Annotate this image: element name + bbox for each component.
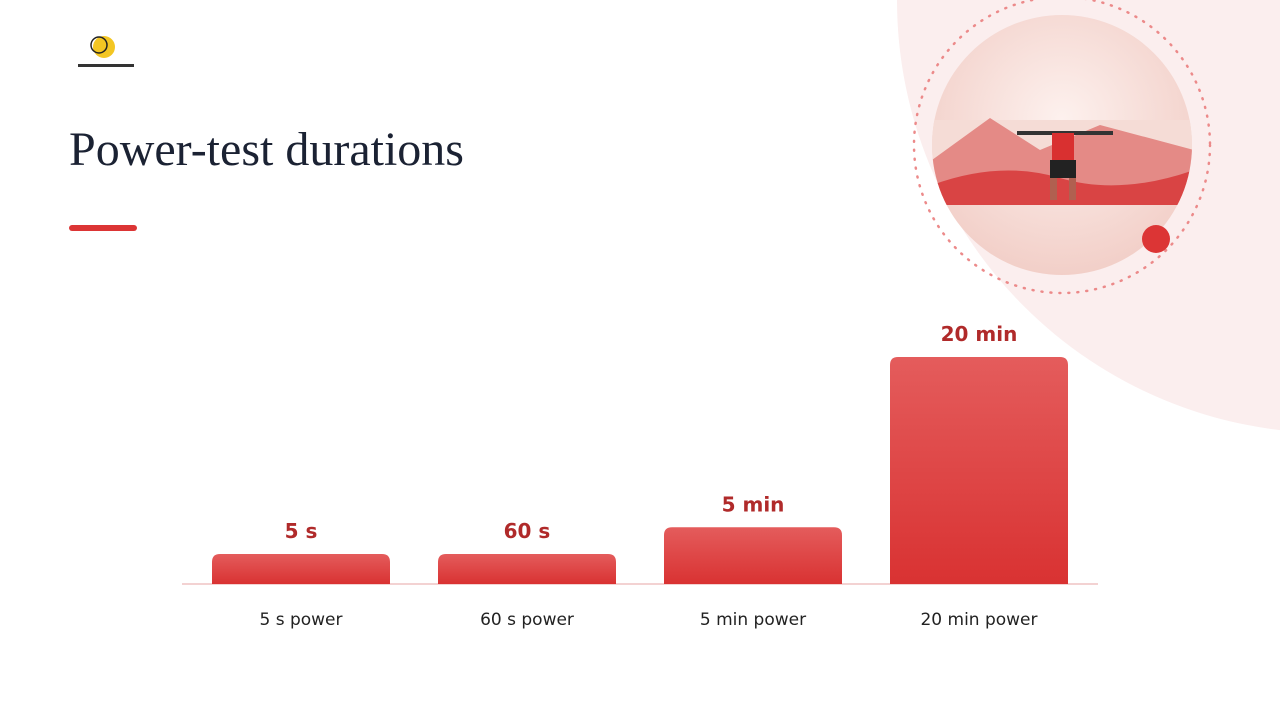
decor-dot <box>1142 225 1170 253</box>
category-label: 5 s power <box>259 610 342 630</box>
bar <box>890 357 1068 584</box>
value-label: 20 min <box>941 322 1018 346</box>
photo-scene <box>932 118 1192 205</box>
category-label: 60 s power <box>480 610 574 630</box>
category-label: 5 min power <box>700 610 806 630</box>
value-label: 60 s <box>504 519 551 543</box>
value-label: 5 s <box>285 519 318 543</box>
logo <box>78 36 134 67</box>
bar <box>212 554 390 584</box>
slide-title: Power-test durations <box>69 123 464 176</box>
value-label: 5 min <box>722 492 785 516</box>
category-label: 20 min power <box>920 610 1037 630</box>
bar <box>438 554 616 584</box>
decor-ring <box>912 0 1212 295</box>
plot: 5 s 5 s power 60 s 60 s power 5 min 5 min pow… <box>212 322 1068 630</box>
bar <box>664 527 842 584</box>
title-underline <box>69 225 137 231</box>
